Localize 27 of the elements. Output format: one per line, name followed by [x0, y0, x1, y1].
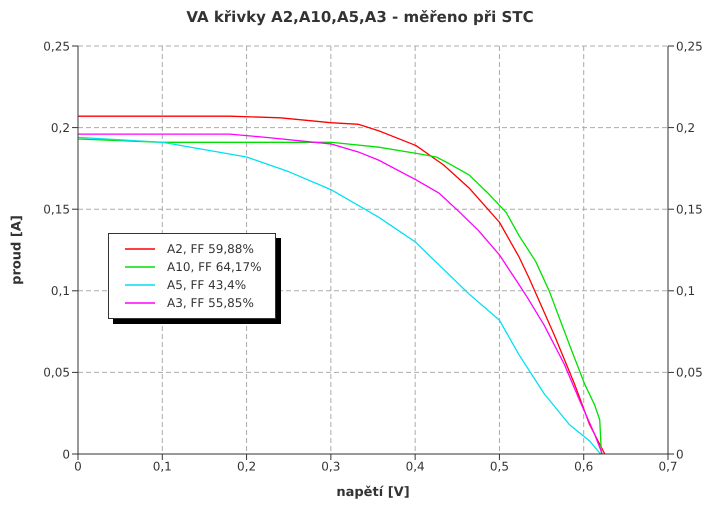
y-tick-label: 0,05: [43, 366, 70, 380]
x-tick-label: 0,3: [321, 460, 340, 474]
legend-label: A5, FF 43,4%: [167, 277, 246, 294]
legend-label: A10, FF 64,17%: [167, 259, 262, 276]
y2-tick-label: 0,25: [676, 39, 703, 54]
x-axis-title: napětí [V]: [336, 485, 410, 500]
y2-tick-label: 0,2: [676, 120, 696, 135]
x-tick-label: 0,2: [237, 460, 256, 474]
chart-title: VA křivky A2,A10,A5,A3 - měřeno při STC: [185, 8, 535, 28]
y2-tick-label: 0,05: [676, 366, 703, 380]
y-tick-label: 0,25: [43, 39, 70, 54]
x-tick-label: 0,5: [490, 460, 509, 474]
y2-tick-label: 0: [676, 447, 684, 462]
x-tick-label: 0,4: [406, 460, 425, 474]
y2-tick-label: 0,1: [676, 284, 696, 298]
y-tick-label: 0: [62, 447, 70, 462]
x-tick-label: 0,1: [152, 460, 172, 474]
x-tick-label: 0,6: [574, 460, 594, 474]
y-tick-label: 0,15: [43, 202, 70, 216]
legend-label: A3, FF 55,85%: [167, 295, 254, 312]
y-axis-title: proud [A]: [10, 215, 25, 285]
x-tick-label: 0,7: [658, 460, 678, 474]
y2-tick-label: 0,15: [676, 202, 703, 216]
y-tick-label: 0,2: [50, 120, 70, 135]
legend-label: A2, FF 59,88%: [167, 241, 254, 258]
x-tick-label: 0: [74, 460, 82, 474]
y-tick-label: 0,1: [50, 284, 70, 298]
